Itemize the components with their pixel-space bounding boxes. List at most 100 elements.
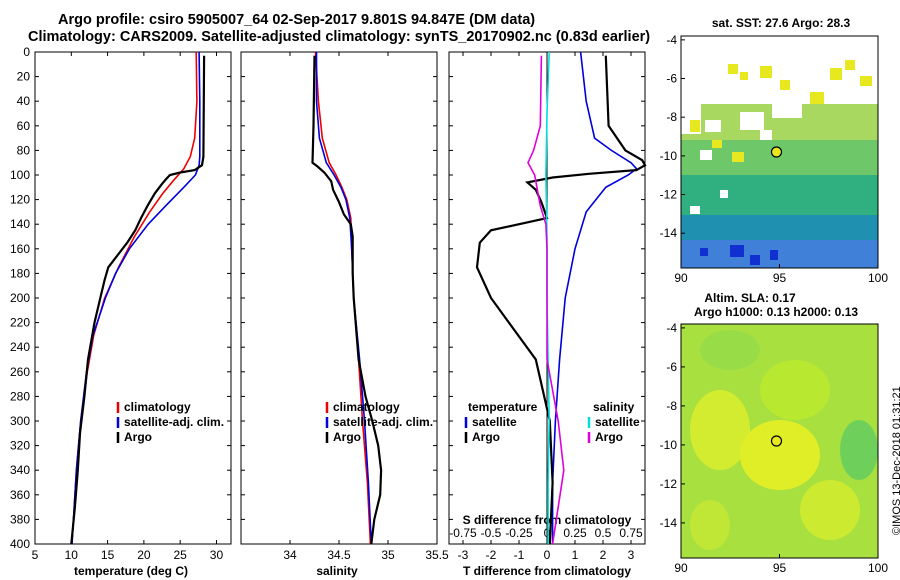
- map-x-tick-label: 100: [868, 271, 888, 285]
- y-tick-label: 220: [10, 316, 30, 330]
- legend-label: salinity: [593, 400, 635, 414]
- map-y-tick-label: -12: [660, 477, 678, 491]
- legend-label: satellite: [472, 415, 517, 429]
- sst-cloud-gap: [720, 190, 728, 198]
- sst-field: [681, 175, 878, 215]
- x-tick-label: -1: [514, 548, 525, 562]
- y-tick-label: 160: [10, 242, 30, 256]
- salinity-xlabel: salinity: [316, 564, 358, 578]
- s-tick-label: -0.5: [481, 526, 502, 540]
- map-y-tick-label: -4: [666, 33, 677, 47]
- temperature-panel: temperature (deg C) 0 20 40 60 80 100 120 140 16…: [10, 45, 232, 578]
- sst-warm-patch: [860, 76, 872, 86]
- map-x-tick-label: 100: [868, 561, 888, 575]
- y-tick-label: 260: [10, 365, 30, 379]
- sla-blob: [690, 390, 750, 470]
- sst-warm-patch: [740, 72, 748, 80]
- map-x-tick-label: 90: [674, 271, 688, 285]
- x-tick-label: 34.5: [327, 548, 351, 562]
- s-tick-label: -0.25: [505, 526, 533, 540]
- sla-blob: [690, 500, 730, 550]
- y-tick-label: 60: [17, 119, 31, 133]
- difference-xlabel: T difference from climatology: [463, 564, 631, 578]
- sst-cloud-gap: [705, 120, 721, 132]
- plot-frame: [34, 51, 232, 545]
- imos-timestamp: ©IMOS 13-Dec-2018 01:31:21: [891, 386, 900, 535]
- sst-map: sat. SST: 27.6 Argo: 28.3 90 95 100 -4 -6 -8 -…: [660, 16, 889, 285]
- map-y-tick-label: -10: [660, 438, 678, 452]
- map-x-tick-label: 95: [773, 561, 787, 575]
- sla-blob: [700, 330, 760, 370]
- map-y-tick-label: -14: [660, 516, 678, 530]
- s-tick-label: 0: [544, 526, 551, 540]
- x-tick-label: 15: [101, 548, 115, 562]
- x-tick-label: 30: [210, 548, 224, 562]
- sst-warm-patch: [712, 140, 722, 148]
- series-line-satellite-adj-clim-: [315, 52, 373, 545]
- temperature-xlabel: temperature (deg C): [74, 564, 188, 578]
- x-tick-label: 10: [65, 548, 79, 562]
- y-tick-label: 20: [17, 70, 31, 84]
- sst-cloud-gap: [690, 206, 700, 214]
- y-tick-label: 380: [10, 512, 30, 526]
- y-tick-label: 340: [10, 463, 30, 477]
- sst-warm-patch: [732, 152, 744, 162]
- y-tick-label: 360: [10, 488, 30, 502]
- sst-cloud-gap: [772, 104, 802, 118]
- y-tick-label: 180: [10, 266, 30, 280]
- figure-title-line1: Argo profile: csiro 5905007_64 02-Sep-20…: [58, 12, 536, 28]
- y-tick-label: 80: [17, 143, 31, 157]
- profile-location-marker: [770, 146, 783, 158]
- legend-label: temperature: [468, 400, 538, 414]
- x-tick-label: 1: [572, 548, 579, 562]
- sst-cool-patch: [700, 248, 708, 256]
- legend-label: satellite-adj. clim.: [333, 415, 433, 429]
- legend-label: climatology: [124, 400, 191, 414]
- series-line-climatology: [71, 51, 198, 545]
- sst-cloud-gap: [700, 150, 712, 160]
- legend-label: satellite: [595, 415, 640, 429]
- s-tick-label: -0.75: [449, 526, 477, 540]
- map-y-tick-label: -4: [666, 321, 677, 335]
- sst-warm-patch: [728, 64, 738, 74]
- s-tick-label: 0.25: [563, 526, 587, 540]
- sst-warm-patch: [830, 68, 842, 80]
- legend-label: Argo: [333, 430, 361, 444]
- x-tick-label: 2: [600, 548, 607, 562]
- map-y-tick-label: -6: [666, 72, 677, 86]
- y-tick-label: 120: [10, 193, 30, 207]
- legend-label: Argo: [124, 430, 152, 444]
- map-y-tick-label: -8: [666, 399, 677, 413]
- sst-cool-patch: [770, 250, 778, 260]
- plot-frame: [240, 51, 438, 545]
- y-tick-label: 280: [10, 389, 30, 403]
- sst-field: [681, 240, 878, 268]
- legend-label: climatology: [333, 400, 400, 414]
- y-tick-label: 0: [23, 45, 30, 59]
- legend-label: Argo: [595, 430, 623, 444]
- sst-warm-patch: [760, 66, 772, 78]
- s-tick-label: 0.5: [595, 526, 612, 540]
- sst-cool-patch: [750, 255, 760, 265]
- map-y-tick-label: -10: [660, 149, 678, 163]
- sst-cool-patch: [730, 245, 744, 257]
- legend-label: Argo: [472, 430, 500, 444]
- x-tick-label: 35: [381, 548, 395, 562]
- sla-map-title-line1: Altim. SLA: 0.17: [704, 291, 796, 305]
- y-tick-label: 100: [10, 168, 30, 182]
- sst-cloud-gap: [760, 130, 772, 140]
- map-x-tick-label: 95: [773, 271, 787, 285]
- series-line-t-argo: [475, 55, 647, 545]
- series-line-t-satellite: [551, 51, 638, 544]
- profile-location-marker: [770, 435, 783, 447]
- series-line-argo: [70, 55, 206, 545]
- x-tick-label: 34: [283, 548, 297, 562]
- sst-field: [681, 215, 878, 240]
- x-tick-label: 3: [628, 548, 635, 562]
- x-tick-label: 25: [174, 548, 188, 562]
- x-tick-label: 0: [544, 548, 551, 562]
- map-y-tick-label: -14: [660, 226, 678, 240]
- map-x-tick-label: 90: [674, 561, 688, 575]
- sla-blob: [760, 360, 830, 420]
- series-line-satellite-adj-clim-: [71, 51, 201, 545]
